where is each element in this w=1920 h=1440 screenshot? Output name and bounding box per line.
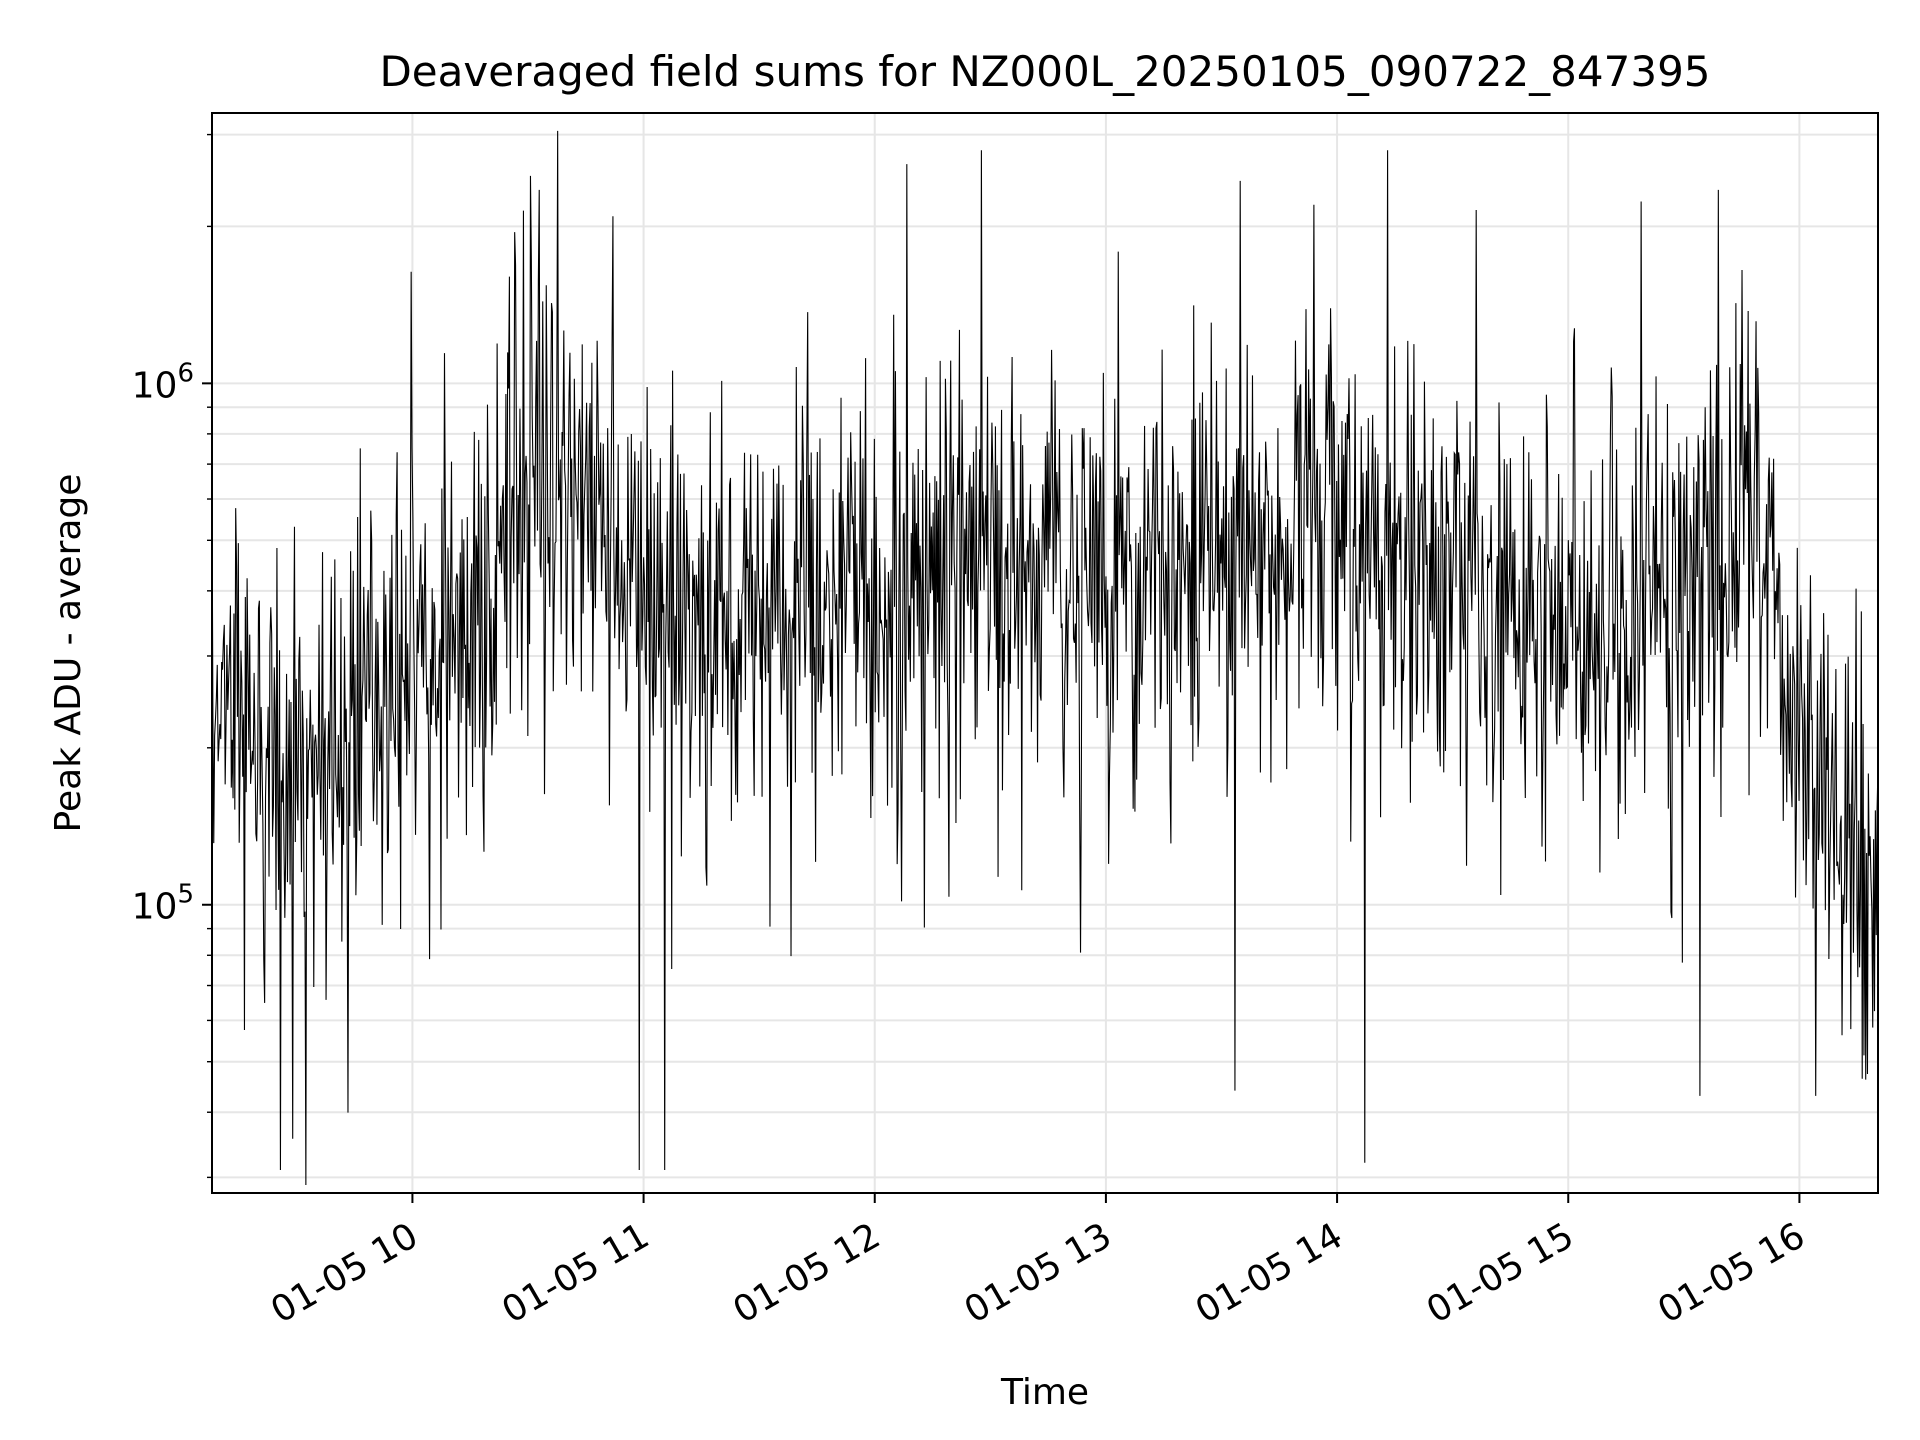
y-tick-label: 106 [132,358,194,406]
x-axis-label: Time [1000,1372,1089,1413]
y-tick-label: 105 [132,880,194,928]
plot-frame [211,112,1879,1194]
chart-title: Deaveraged field sums for NZ000L_2025010… [379,47,1710,96]
y-axis-label: Peak ADU - average [48,474,89,833]
y-tick-exponent: 6 [177,358,194,388]
y-tick-exponent: 5 [177,880,194,910]
plot-area [212,130,1878,1186]
y-tick-base: 10 [132,365,178,406]
y-tick-base: 10 [132,887,178,928]
series-line [212,130,1878,1186]
